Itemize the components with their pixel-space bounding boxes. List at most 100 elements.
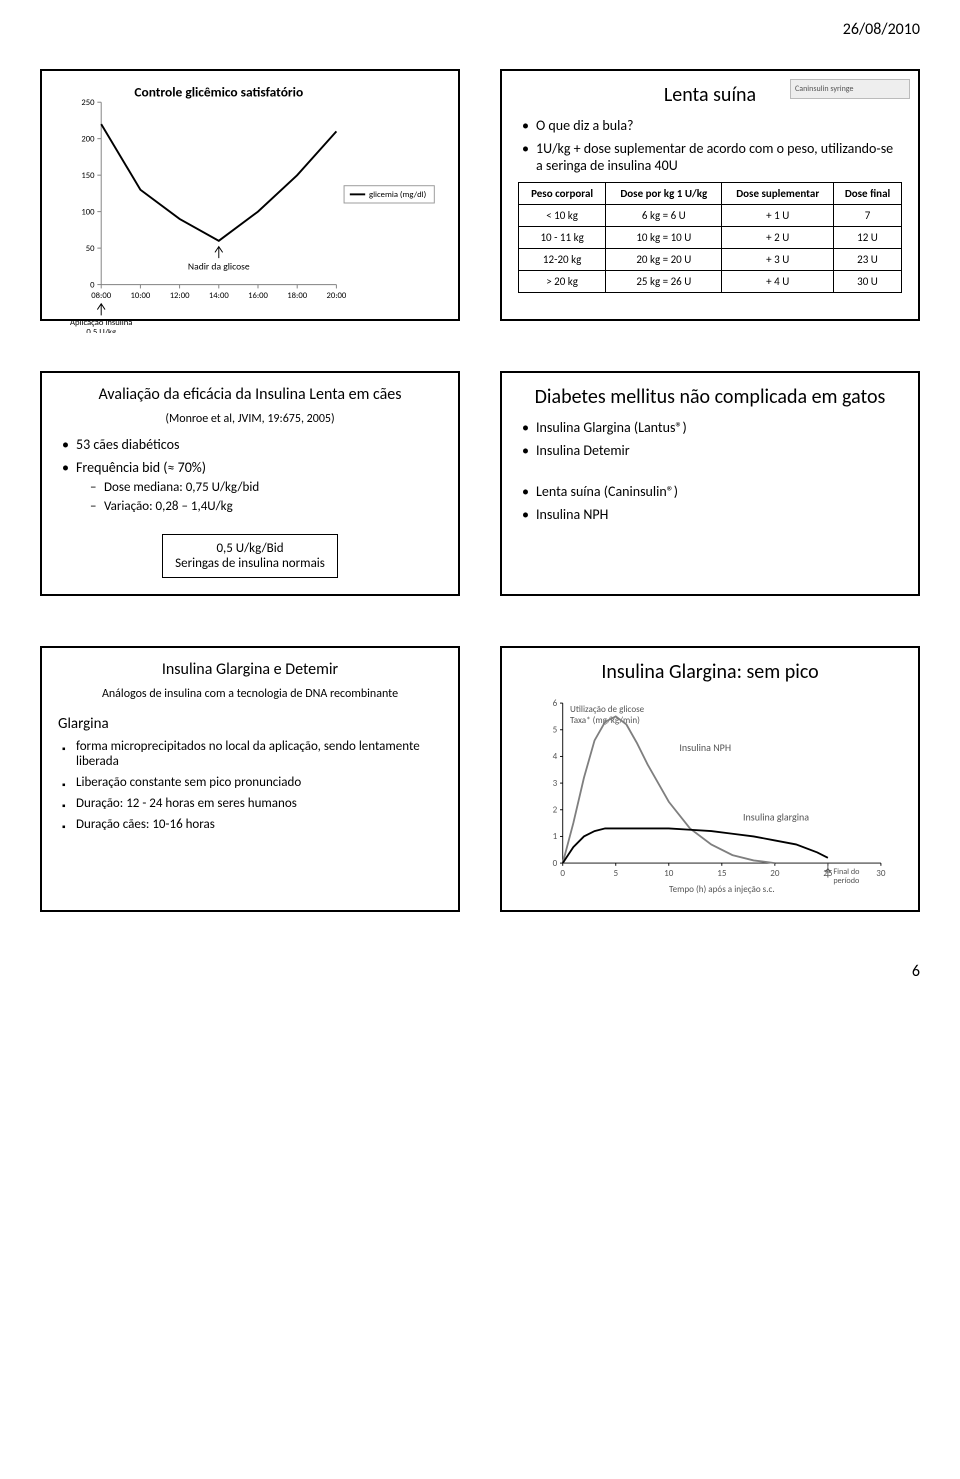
panel2-bullets: O que diz a bula? 1U/kg + dose suplement… xyxy=(518,117,902,174)
panel4-group2: Lenta suína (Caninsulin®) Insulina NPH xyxy=(518,483,902,523)
table-cell: + 2 U xyxy=(722,227,834,249)
svg-text:150: 150 xyxy=(81,171,95,181)
svg-text:Tempo (h) após a injeção s.c.: Tempo (h) após a injeção s.c. xyxy=(669,884,775,894)
page-date: 26/08/2010 xyxy=(40,20,920,39)
chart-glargina: 0123456051015202530Utilização de glicose… xyxy=(518,694,902,894)
panel5-heading: Glargina xyxy=(58,715,442,733)
table-cell: > 20 kg xyxy=(519,271,606,293)
slide-row-3: Insulina Glargina e Detemir Análogos de … xyxy=(40,646,920,912)
box-line: Seringas de insulina normais xyxy=(175,556,325,571)
svg-text:15: 15 xyxy=(717,868,727,879)
panel-glycemic-chart: Controle glicêmico satisfatório050100150… xyxy=(40,69,460,321)
svg-text:14:00: 14:00 xyxy=(209,291,229,301)
syringe-illustration: Caninsulin syringe xyxy=(790,79,910,99)
panel4-title: Diabetes mellitus não complicada em gato… xyxy=(518,385,902,409)
dose-col-header: Dose por kg 1 U/kg xyxy=(606,183,722,205)
box-line: 0,5 U/kg/Bid xyxy=(175,541,325,556)
panel6-title: Insulina Glargina: sem pico xyxy=(518,660,902,684)
svg-text:20: 20 xyxy=(770,868,780,879)
svg-text:Insulina NPH: Insulina NPH xyxy=(679,741,731,754)
dose-table: Peso corporalDose por kg 1 U/kgDose supl… xyxy=(518,182,902,293)
table-cell: 6 kg = 6 U xyxy=(606,205,722,227)
svg-text:18:00: 18:00 xyxy=(287,291,307,301)
svg-text:50: 50 xyxy=(86,244,95,254)
svg-text:5: 5 xyxy=(553,724,558,735)
bullet: 53 cães diabéticos xyxy=(62,436,442,453)
slide-row-1: Controle glicêmico satisfatório050100150… xyxy=(40,69,920,321)
dose-col-header: Dose final xyxy=(834,183,902,205)
panel3-sub: (Monroe et al, JVIM, 19:675, 2005) xyxy=(58,412,442,426)
svg-text:Insulina glargina: Insulina glargina xyxy=(743,810,809,823)
table-cell: < 10 kg xyxy=(519,205,606,227)
bullet: Insulina Glargina (Lantus®) xyxy=(522,419,902,436)
bullet-text: Frequência bid (≈ 70%) xyxy=(76,459,206,476)
svg-text:Taxa* (mg/kg/min): Taxa* (mg/kg/min) xyxy=(570,715,640,726)
svg-text:5: 5 xyxy=(613,868,618,879)
svg-text:0: 0 xyxy=(553,858,558,869)
svg-text:glicemia (mg/dl): glicemia (mg/dl) xyxy=(369,190,426,200)
chart-glycemic: Controle glicêmico satisfatório050100150… xyxy=(58,83,442,303)
svg-text:250: 250 xyxy=(81,98,95,108)
svg-text:0,5 U/kg: 0,5 U/kg xyxy=(86,328,116,333)
svg-text:1: 1 xyxy=(553,831,558,842)
svg-text:10:00: 10:00 xyxy=(130,291,150,301)
bullet: O que diz a bula? xyxy=(522,117,902,134)
svg-text:16:00: 16:00 xyxy=(248,291,268,301)
table-row: 12-20 kg20 kg = 20 U+ 3 U23 U xyxy=(519,249,902,271)
panel-eficacia: Avaliação da eficácia da Insulina Lenta … xyxy=(40,371,460,596)
table-row: > 20 kg25 kg = 26 U+ 4 U30 U xyxy=(519,271,902,293)
table-cell: 23 U xyxy=(834,249,902,271)
svg-text:Aplicação insulina: Aplicação insulina xyxy=(70,318,132,328)
svg-text:12:00: 12:00 xyxy=(170,291,190,301)
panel3-title: Avaliação da eficácia da Insulina Lenta … xyxy=(58,385,442,404)
panel-dm-gatos: Diabetes mellitus não complicada em gato… xyxy=(500,371,920,596)
table-cell: 12-20 kg xyxy=(519,249,606,271)
table-row: < 10 kg6 kg = 6 U+ 1 U7 xyxy=(519,205,902,227)
sq-item: Duração: 12 - 24 horas em seres humanos xyxy=(62,796,442,811)
svg-text:3: 3 xyxy=(553,778,558,789)
svg-text:6: 6 xyxy=(553,698,558,709)
svg-text:período: período xyxy=(833,876,860,886)
svg-text:100: 100 xyxy=(81,208,95,218)
svg-text:Nadir da glicose: Nadir da glicose xyxy=(188,261,250,273)
svg-text:10: 10 xyxy=(664,868,674,879)
panel5-items: forma microprecipitados no local da apli… xyxy=(58,739,442,832)
sq-item: forma microprecipitados no local da apli… xyxy=(62,739,442,769)
panel3-bullets: 53 cães diabéticos Frequência bid (≈ 70%… xyxy=(58,436,442,514)
dose-col-header: Peso corporal xyxy=(519,183,606,205)
table-cell: + 3 U xyxy=(722,249,834,271)
panel-glargina-detemir: Insulina Glargina e Detemir Análogos de … xyxy=(40,646,460,912)
table-row: 10 - 11 kg10 kg = 10 U+ 2 U12 U xyxy=(519,227,902,249)
svg-text:Utilização de glicose: Utilização de glicose xyxy=(570,704,645,715)
page-number: 6 xyxy=(40,962,920,981)
sub-bullet: Variação: 0,28 – 1,4U/kg xyxy=(90,499,442,514)
table-cell: 30 U xyxy=(834,271,902,293)
panel5-title: Insulina Glargina e Detemir xyxy=(58,660,442,679)
svg-text:30: 30 xyxy=(876,868,886,879)
svg-text:20:00: 20:00 xyxy=(326,291,346,301)
svg-text:4: 4 xyxy=(553,751,558,762)
svg-text:Controle glicêmico satisfatóri: Controle glicêmico satisfatório xyxy=(134,83,303,100)
panel5-sub: Análogos de insulina com a tecnologia de… xyxy=(58,687,442,701)
panel-glargina-chart: Insulina Glargina: sem pico 0 1 2 3 4 5 6 0 5 10 1… xyxy=(500,646,920,912)
bullet: Insulina Detemir xyxy=(522,442,902,459)
svg-text:200: 200 xyxy=(81,135,95,145)
table-cell: 10 kg = 10 U xyxy=(606,227,722,249)
bullet: Insulina NPH xyxy=(522,506,902,523)
dose-col-header: Dose suplementar xyxy=(722,183,834,205)
table-cell: 10 - 11 kg xyxy=(519,227,606,249)
bullet: Frequência bid (≈ 70%) Dose mediana: 0,7… xyxy=(62,459,442,514)
table-cell: 25 kg = 26 U xyxy=(606,271,722,293)
panel-lenta-suina: Caninsulin syringe Lenta suína O que diz… xyxy=(500,69,920,321)
table-cell: 12 U xyxy=(834,227,902,249)
table-cell: + 4 U xyxy=(722,271,834,293)
sq-item: Duração cães: 10-16 horas xyxy=(62,817,442,832)
sq-item: Liberação constante sem pico pronunciado xyxy=(62,775,442,790)
slide-row-2: Avaliação da eficácia da Insulina Lenta … xyxy=(40,371,920,596)
svg-text:0: 0 xyxy=(560,868,565,879)
bullet: Lenta suína (Caninsulin®) xyxy=(522,483,902,500)
table-cell: 7 xyxy=(834,205,902,227)
svg-text:08:00: 08:00 xyxy=(91,291,111,301)
svg-text:2: 2 xyxy=(553,804,558,815)
table-cell: + 1 U xyxy=(722,205,834,227)
